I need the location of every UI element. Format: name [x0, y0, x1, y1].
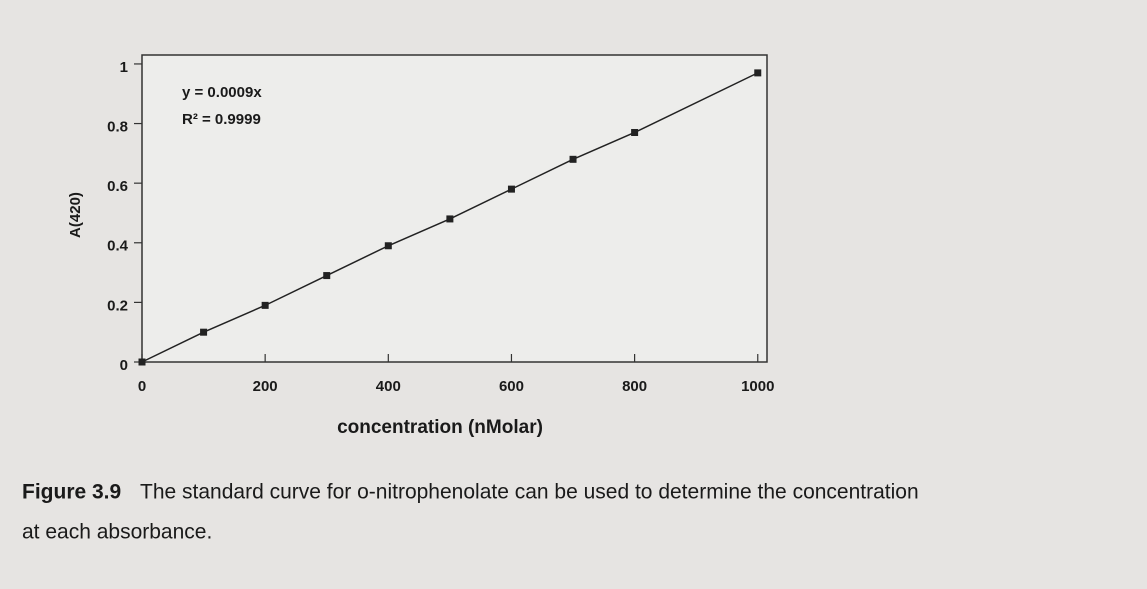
y-tick-label: 0.2	[107, 297, 128, 314]
y-tick-label: 0.4	[107, 238, 129, 255]
data-point	[754, 69, 762, 77]
y-tick-label: 0	[120, 357, 128, 374]
y-tick-label: 0.6	[107, 178, 128, 195]
y-axis-title: A(420)	[67, 192, 84, 238]
plot-frame	[141, 54, 768, 363]
y-tick-label: 0.8	[107, 119, 128, 136]
x-tick-label: 600	[499, 378, 524, 395]
data-point	[384, 242, 392, 250]
x-tick-label: 0	[138, 378, 146, 395]
x-tick-label: 400	[376, 378, 401, 395]
data-point	[446, 215, 454, 223]
x-tick-label: 1000	[741, 378, 774, 395]
x-tick-label: 200	[253, 378, 278, 395]
data-point	[261, 301, 269, 309]
x-axis-title: concentration (nMolar)	[337, 417, 543, 438]
data-line	[141, 72, 759, 363]
x-tick-label: 800	[622, 378, 647, 395]
equation: y = 0.0009x	[182, 84, 262, 101]
data-point	[138, 358, 146, 366]
data-point	[323, 272, 331, 280]
r-squared: R² = 0.9999	[182, 111, 261, 128]
caption-text: at each absorbance.	[22, 521, 212, 544]
data-point	[631, 128, 639, 136]
y-tick-label: 1	[120, 59, 128, 76]
caption-text: The standard curve for o-nitrophenolate …	[140, 481, 919, 504]
data-point	[200, 328, 208, 336]
data-point	[569, 155, 577, 163]
caption-label: Figure 3.9	[22, 481, 121, 504]
data-point	[507, 185, 515, 193]
